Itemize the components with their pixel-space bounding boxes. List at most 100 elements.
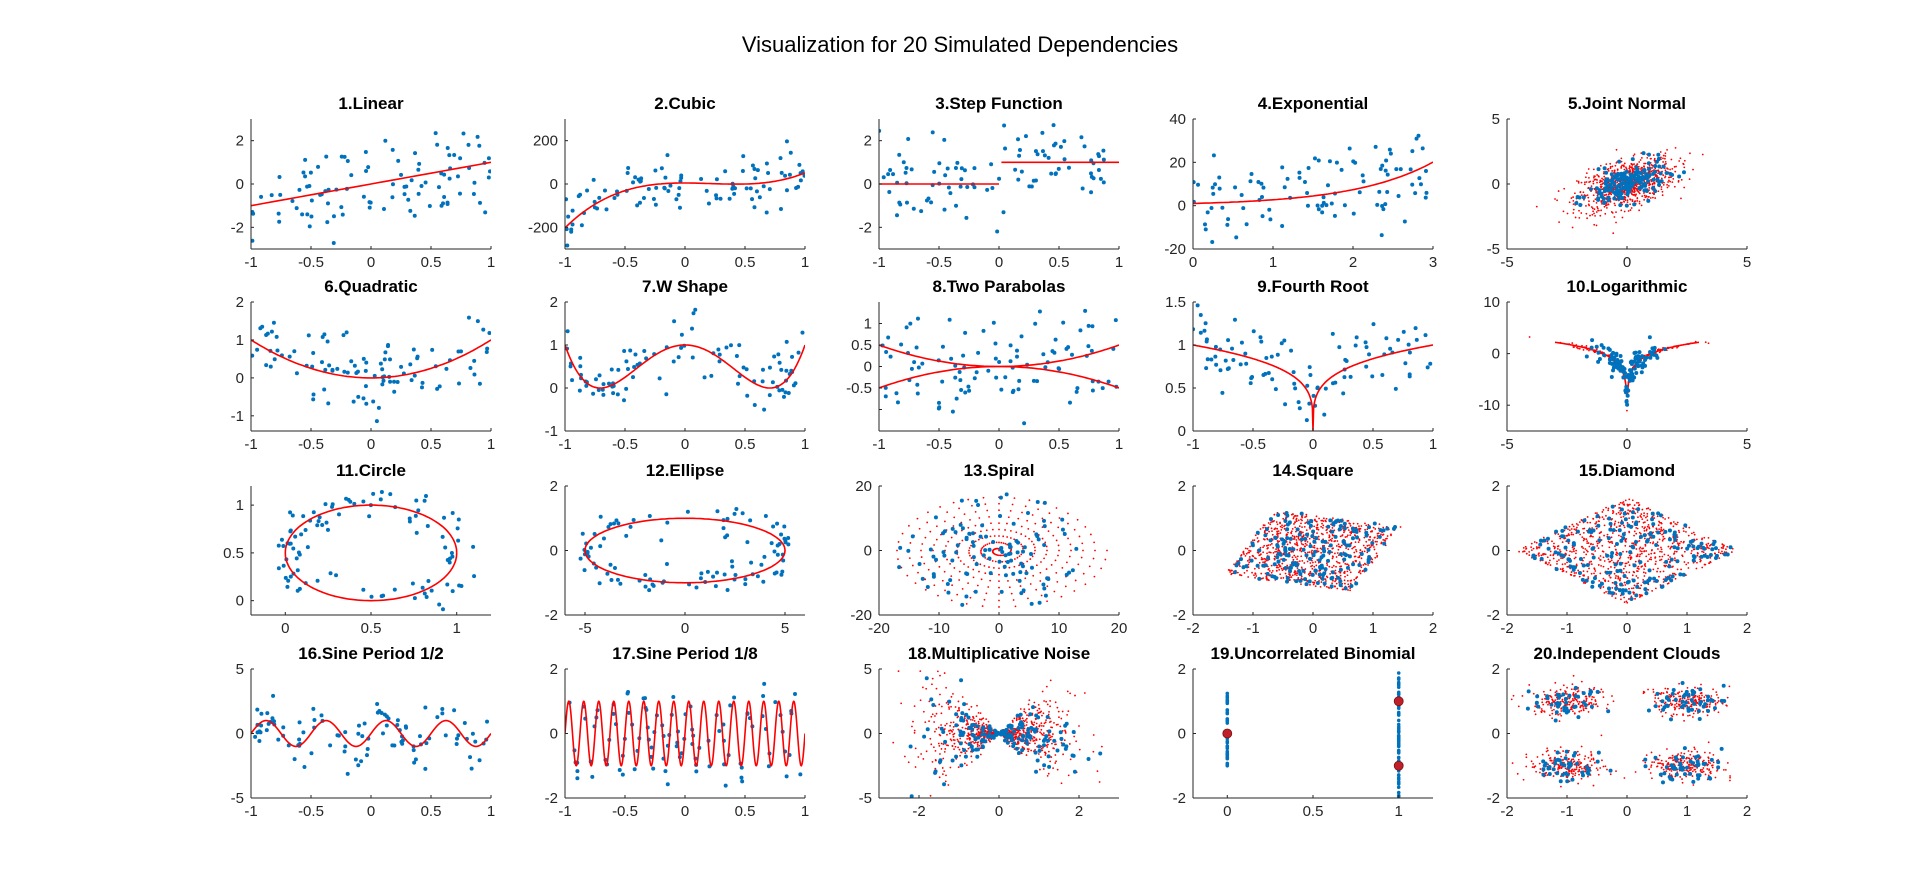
sample-point <box>981 328 986 333</box>
sample-point <box>899 342 904 347</box>
figure-title: Visualization for 20 Simulated Dependenc… <box>742 32 1178 57</box>
sample-point <box>345 159 350 164</box>
noiseless-point <box>986 543 989 546</box>
sample-point <box>972 376 977 381</box>
sample-point <box>1308 523 1313 528</box>
noiseless-point <box>1612 232 1615 235</box>
noiseless-point <box>1620 535 1622 538</box>
sample-point <box>415 354 420 359</box>
noiseless-point <box>1530 549 1533 552</box>
noiseless-point <box>1605 506 1607 509</box>
sample-point <box>1385 190 1390 195</box>
sample-point <box>1307 365 1312 370</box>
sample-point <box>472 180 477 185</box>
sample-point <box>624 359 629 364</box>
sample-point <box>1617 159 1622 164</box>
sample-point <box>1322 571 1327 576</box>
noiseless-point <box>1643 550 1645 553</box>
noiseless-point <box>916 517 919 520</box>
sample-point <box>782 524 787 529</box>
sample-point <box>1202 328 1207 333</box>
sample-point <box>946 590 951 595</box>
sample-point <box>912 360 917 365</box>
noiseless-point <box>1591 207 1594 210</box>
sample-point <box>1606 198 1611 203</box>
noiseless-point <box>1586 217 1589 220</box>
noiseless-point <box>1259 546 1262 549</box>
noiseless-point <box>1256 537 1259 539</box>
x-tick-label: 1 <box>453 620 461 637</box>
noiseless-point <box>933 544 936 546</box>
noiseless-point <box>1599 179 1602 182</box>
sample-point <box>1601 196 1606 201</box>
noiseless-point <box>1067 512 1069 515</box>
sample-point <box>597 373 602 378</box>
noiseless-point <box>999 554 1002 557</box>
noiseless-point <box>1335 582 1338 585</box>
noiseless-point <box>1582 539 1585 542</box>
sample-point <box>1205 357 1210 362</box>
noiseless-point <box>1677 180 1680 183</box>
sample-point <box>1311 393 1316 398</box>
noiseless-point <box>1296 561 1299 563</box>
sample-point <box>291 546 296 551</box>
sample-point <box>1284 510 1289 515</box>
noiseless-point <box>1576 180 1578 182</box>
noiseless-point <box>1658 528 1661 530</box>
noiseless-point <box>906 574 909 577</box>
noiseless-point <box>1593 223 1596 226</box>
sample-point <box>435 386 440 391</box>
noiseless-point <box>1632 587 1635 590</box>
noiseless-point <box>1648 186 1651 189</box>
sample-point <box>1336 575 1341 580</box>
sample-point <box>722 572 727 577</box>
sample-point <box>974 370 979 375</box>
sample-point <box>316 519 321 524</box>
noiseless-point <box>1637 516 1639 519</box>
sample-point <box>1379 233 1384 238</box>
noiseless-point <box>1654 563 1657 565</box>
sample-point <box>1288 569 1293 574</box>
noiseless-point <box>1380 533 1382 536</box>
noiseless-point <box>1595 189 1597 192</box>
sample-point <box>1303 536 1308 541</box>
noiseless-point <box>982 545 985 548</box>
noiseless-point <box>1589 543 1592 546</box>
noiseless-point <box>985 529 988 532</box>
sample-point <box>723 535 728 540</box>
sample-point <box>1294 579 1299 584</box>
sample-point <box>1380 373 1385 378</box>
sample-point <box>1632 350 1637 355</box>
sample-point <box>1015 550 1020 555</box>
noiseless-point <box>1657 548 1659 550</box>
sample-point <box>1621 366 1626 371</box>
sample-point <box>1016 137 1021 142</box>
noiseless-point <box>1571 551 1573 553</box>
sample-point <box>376 405 381 410</box>
sample-point <box>378 361 383 366</box>
sample-point <box>964 594 969 599</box>
noiseless-point <box>1607 507 1610 510</box>
sample-point <box>1193 327 1196 332</box>
noiseless-point <box>926 521 929 524</box>
sample-point <box>915 382 920 387</box>
sample-point <box>1342 521 1347 526</box>
sample-point <box>601 382 606 387</box>
sample-point <box>1327 159 1332 164</box>
sample-point <box>472 358 477 363</box>
sample-point <box>1263 371 1268 376</box>
noiseless-point <box>1240 574 1243 577</box>
sample-point <box>1648 355 1653 360</box>
x-tick-label: -1 <box>872 436 885 453</box>
sample-point <box>367 514 372 519</box>
sample-point <box>744 367 749 372</box>
panel-title: 9.Fourth Root <box>1257 277 1369 296</box>
noiseless-point <box>1615 526 1618 529</box>
sample-point <box>591 177 596 182</box>
noiseless-point <box>1346 526 1349 529</box>
sample-point <box>1398 167 1403 172</box>
noiseless-point <box>937 594 939 597</box>
noiseless-point <box>1289 578 1291 581</box>
noiseless-point <box>1656 515 1659 518</box>
sample-point <box>1319 555 1324 560</box>
